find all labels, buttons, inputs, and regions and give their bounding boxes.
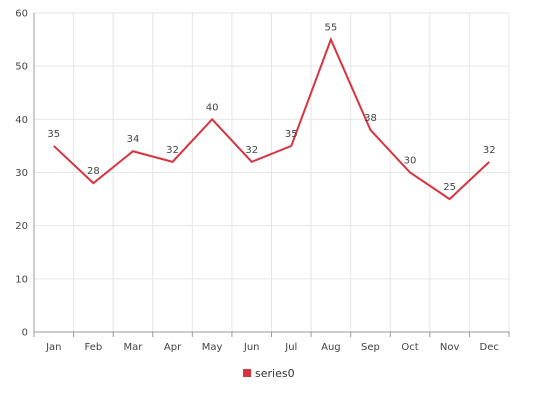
legend-swatch[interactable]	[243, 369, 251, 377]
x-tick-label: Oct	[401, 342, 418, 353]
data-labels: 35 28 34 32 40 32 35 55 38 30 25 32	[47, 23, 496, 193]
x-tick-label: Jun	[243, 342, 260, 353]
series-line-series0	[53, 36, 490, 201]
y-tick-label: 60	[15, 9, 28, 20]
data-label: 32	[245, 145, 258, 156]
data-label: 35	[285, 129, 298, 140]
y-tick-label: 0	[22, 328, 28, 339]
axes: 0 10 20 30 40 50 60 Jan Feb Mar Apr May Jun Jul Aug Sep…	[15, 9, 510, 353]
y-tick-label: 30	[15, 168, 28, 179]
x-tick-label: Feb	[85, 342, 103, 353]
x-tick-label: Dec	[480, 342, 499, 353]
grid-lines	[34, 12, 510, 332]
legend-label[interactable]: series0	[255, 367, 295, 380]
x-tick-label: Mar	[124, 342, 144, 353]
data-label: 28	[87, 166, 100, 177]
data-label: 38	[364, 113, 377, 124]
data-label: 30	[404, 156, 417, 167]
y-tick-label: 40	[15, 115, 28, 126]
y-tick-label: 50	[15, 62, 28, 73]
x-tick-label: May	[202, 342, 223, 353]
x-tick-label: Jan	[45, 342, 61, 353]
legend[interactable]: series0	[243, 367, 295, 380]
data-label: 35	[47, 129, 60, 140]
x-tick-label: Nov	[440, 342, 460, 353]
y-tick-label: 20	[15, 221, 28, 232]
data-label: 55	[325, 23, 338, 34]
x-tick-label: Sep	[361, 342, 380, 353]
series-lines	[53, 36, 490, 201]
y-tick-label: 10	[15, 274, 28, 285]
data-label: 32	[483, 145, 496, 156]
data-label: 32	[166, 145, 179, 156]
data-label: 34	[127, 134, 140, 145]
data-label: 40	[206, 102, 219, 113]
data-label: 25	[443, 182, 456, 193]
x-tick-label: Jul	[284, 342, 297, 353]
x-tick-label: Apr	[164, 342, 182, 353]
x-tick-label: Aug	[321, 342, 341, 353]
